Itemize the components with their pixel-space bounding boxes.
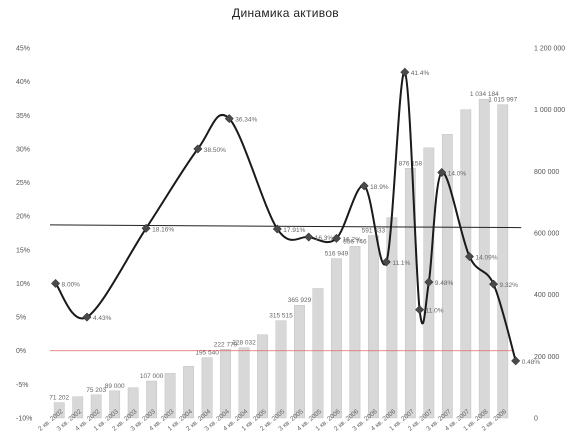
line-point	[331, 233, 341, 243]
bar-data-label: 365 929	[288, 297, 312, 304]
bar-mark	[53, 402, 65, 419]
left-axis-tick-label: 20%	[16, 214, 30, 221]
line-point	[381, 257, 391, 267]
trend-line	[49, 224, 522, 229]
bar-data-label: 1 015 997	[488, 97, 517, 104]
line-data-label: 17.91%	[283, 227, 305, 234]
left-axis-tick-label: 40%	[16, 79, 30, 86]
bar-mark	[183, 366, 194, 419]
bar-data-label: 591 833	[362, 228, 386, 235]
line-data-label: 16.2%	[342, 236, 361, 243]
left-axis-tick-label: 30%	[16, 146, 30, 153]
line-point	[272, 224, 282, 234]
right-axis-tick-label: 800 000	[534, 169, 559, 176]
bar-data-label: 195 540	[195, 350, 219, 357]
line-point	[400, 67, 410, 77]
right-axis-tick-label: 0	[534, 416, 538, 423]
line-data-label: 38.50%	[204, 147, 226, 154]
line-data-label: 18.16%	[152, 226, 174, 233]
bar-mark	[294, 304, 305, 419]
left-axis-tick-label: 0%	[16, 348, 26, 355]
line-point	[141, 223, 151, 233]
left-axis-tick-label: 45%	[16, 46, 30, 53]
bar-mark	[441, 134, 453, 419]
bar-data-label: 1 034 184	[470, 91, 499, 98]
line-data-label: 0.48%	[522, 359, 541, 366]
bar-data-label: 89 000	[105, 383, 125, 390]
right-axis-tick-label: 1 000 000	[534, 107, 565, 114]
line-data-label: 4.43%	[93, 315, 112, 322]
line-data-label: 9.32%	[500, 282, 519, 289]
line-point	[511, 356, 521, 366]
bar-mark	[497, 104, 509, 419]
line-data-label: 14.09%	[475, 255, 497, 262]
chart-title: Динамика активов	[232, 6, 339, 20]
right-axis-tick-label: 1 200 000	[534, 46, 565, 53]
bar-mark	[238, 347, 250, 419]
line-point	[193, 144, 203, 154]
right-axis-tick-label: 200 000	[534, 354, 559, 361]
line-data-label: 11.1%	[392, 260, 410, 267]
line-point	[464, 251, 475, 262]
line-point	[437, 167, 447, 178]
bar-data-label: 222 779	[214, 341, 238, 348]
line-point	[224, 114, 234, 124]
line-data-label: 14.0%	[448, 170, 467, 177]
line-data-label: 16.3%	[315, 235, 334, 242]
bar-mark	[478, 98, 490, 419]
bar-mark	[201, 357, 213, 419]
line-point	[304, 232, 314, 242]
bar-mark	[331, 258, 342, 419]
bar-mark	[404, 168, 416, 419]
line-data-label: 11.0%	[426, 308, 444, 315]
right-axis-tick-label: 600 000	[534, 231, 559, 238]
bar-data-label: 71 202	[49, 395, 69, 402]
bar-mark	[312, 288, 324, 419]
line-data-label: 36.34%	[235, 117, 257, 124]
line-point	[359, 181, 369, 191]
bar-mark	[220, 349, 231, 419]
line-point	[424, 277, 434, 287]
bar-mark	[257, 334, 268, 419]
bar-mark	[72, 396, 84, 419]
bar-data-label: 315 515	[269, 313, 293, 320]
left-axis-tick-label: 5%	[16, 315, 26, 322]
line-point	[50, 278, 61, 289]
line-data-label: 9.48%	[435, 280, 454, 287]
bar-mark	[460, 109, 472, 419]
left-axis-tick-label: -5%	[16, 382, 28, 389]
left-axis-tick-label: 25%	[16, 180, 30, 187]
line-data-label: 8.00%	[62, 281, 81, 288]
left-axis-tick-label: 10%	[16, 281, 30, 288]
bar-mark	[349, 246, 361, 419]
bar-mark	[127, 387, 139, 419]
left-axis-tick-label: -10%	[16, 416, 32, 423]
bar-mark	[146, 380, 158, 419]
bar-data-label: 228 032	[232, 340, 256, 347]
bar-data-label: 75 203	[86, 387, 106, 394]
left-axis-tick-label: 15%	[16, 247, 30, 254]
line-data-label: 41.4%	[411, 70, 430, 77]
bar-data-label: 876 158	[399, 160, 423, 167]
bar-data-label: 107 000	[140, 373, 164, 380]
bar-mark	[90, 394, 102, 419]
bar-mark	[275, 320, 287, 419]
bar-mark	[109, 390, 121, 419]
right-axis-tick-label: 400 000	[534, 292, 559, 299]
left-axis-tick-label: 35%	[16, 113, 30, 120]
bar-data-label: 516 949	[325, 251, 349, 258]
bar-data-label: 556 746	[343, 238, 367, 245]
line-point	[488, 279, 499, 289]
bar-mark	[368, 235, 379, 419]
line-point	[82, 312, 92, 322]
bar-mark	[164, 373, 176, 419]
line-point	[415, 305, 425, 315]
line-data-label: 18.9%	[370, 184, 389, 191]
